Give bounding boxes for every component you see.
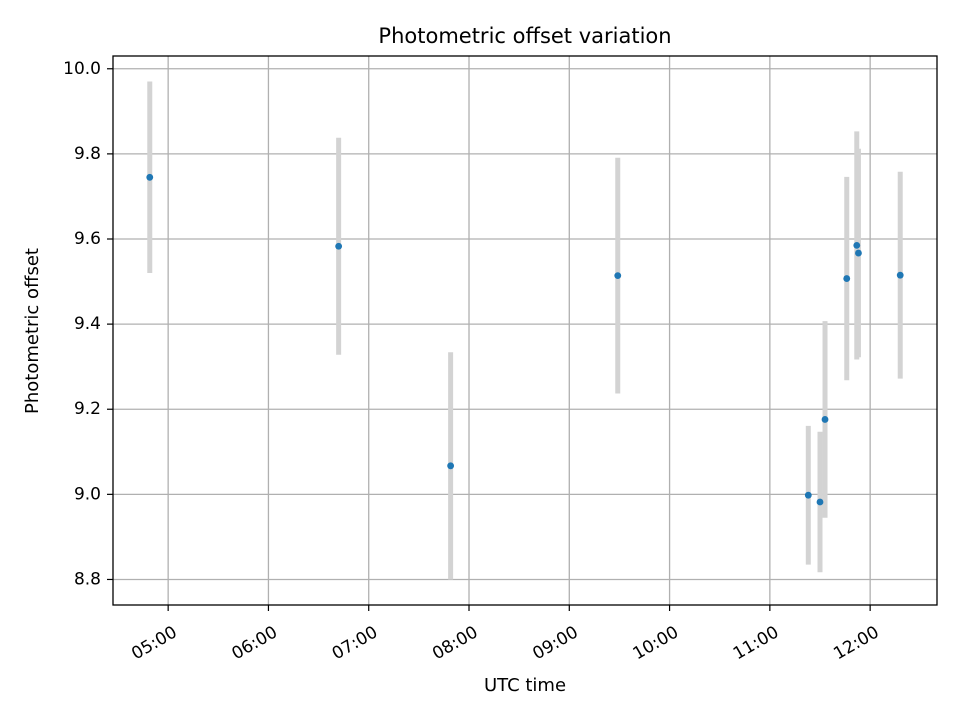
data-points (146, 173, 904, 506)
y-tick-label: 9.4 (74, 314, 101, 334)
chart-title: Photometric offset variation (378, 24, 671, 48)
x-tick-label: 12:00 (830, 622, 882, 664)
plot-frame (112, 55, 938, 606)
y-axis-label: Photometric offset (22, 248, 43, 414)
x-tick-label: 05:00 (128, 622, 180, 664)
y-tick-label: 9.6 (74, 229, 101, 249)
y-axis-ticks: 8.8 9.0 9.2 9.4 9.6 9.8 10.0 (63, 59, 113, 589)
x-tick-label: 07:00 (329, 622, 381, 664)
data-point (853, 241, 861, 249)
data-point (821, 416, 829, 423)
x-tick-label: 08:00 (429, 622, 481, 664)
error-bars (147, 81, 903, 580)
x-tick-label: 11:00 (730, 622, 782, 664)
x-axis-ticks: 05:00 06:00 07:00 08:00 09:00 10:00 11:00 12:00 (128, 605, 883, 664)
x-tick-label: 10:00 (630, 622, 682, 664)
y-tick-label: 8.8 (74, 569, 101, 589)
y-tick-label: 9.8 (74, 144, 101, 164)
data-point (816, 498, 824, 506)
data-point (896, 271, 904, 279)
x-tick-label: 06:00 (229, 622, 281, 664)
y-tick-label: 10.0 (63, 59, 101, 79)
data-point (447, 462, 455, 470)
data-point (855, 249, 862, 257)
data-point (843, 275, 851, 282)
data-point (804, 491, 812, 499)
y-tick-label: 9.2 (74, 399, 101, 419)
data-point (146, 173, 154, 181)
grid-lines (113, 56, 937, 605)
x-axis-label: UTC time (484, 675, 566, 696)
data-point (335, 242, 343, 250)
x-tick-label: 09:00 (529, 622, 581, 664)
y-tick-label: 9.0 (74, 484, 101, 504)
data-point (614, 272, 622, 279)
